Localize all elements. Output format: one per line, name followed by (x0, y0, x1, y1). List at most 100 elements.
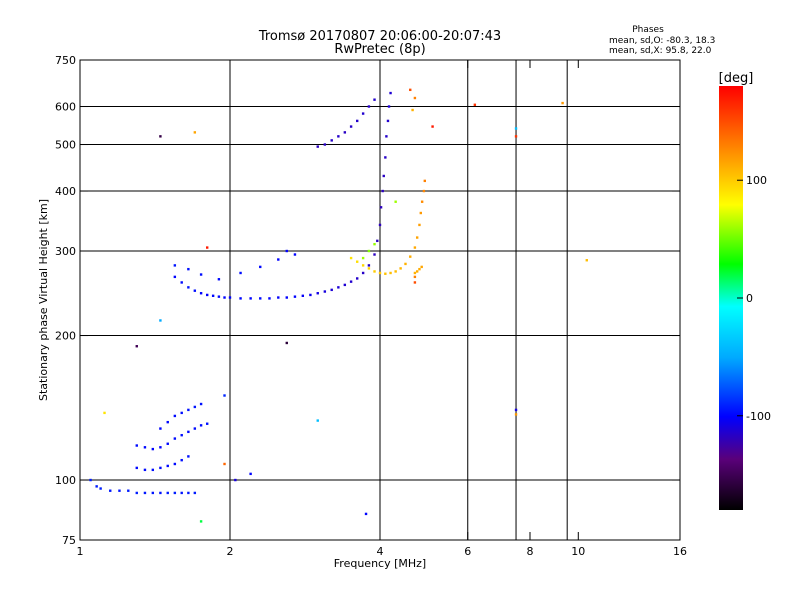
data-point (285, 249, 288, 253)
data-point (585, 259, 588, 262)
data-point (151, 447, 155, 451)
y-tick-label: 75 (62, 534, 76, 547)
x-tick-label: 6 (464, 545, 471, 558)
data-point (187, 408, 190, 412)
data-point (422, 189, 426, 193)
data-point (143, 491, 147, 495)
phases-o-stats: mean, sd,O: -80.3, 18.3 (609, 36, 715, 46)
data-point (180, 411, 183, 415)
data-point (411, 108, 414, 112)
data-point (234, 478, 237, 482)
axis-ticks: 1 2 4 6 8 10 16 75 100 200 300 400 500 600 750 (55, 54, 687, 558)
data-point (379, 206, 383, 209)
data-point (301, 294, 305, 297)
data-point (199, 292, 203, 295)
data-point (193, 405, 197, 409)
data-point (193, 289, 197, 292)
data-point (205, 293, 209, 297)
data-point (159, 466, 162, 470)
colorbar-tick-label: 100 (746, 174, 767, 187)
data-point (187, 430, 190, 434)
data-point (187, 267, 190, 271)
data-point (413, 246, 417, 249)
phases-title: Phases (632, 25, 664, 35)
data-point (259, 297, 262, 300)
data-point (249, 472, 252, 476)
colorbar-ticks: 100 0 -100 (737, 174, 771, 423)
chart-subtitle: RwPretec (8p) (334, 42, 425, 57)
data-point (205, 246, 209, 249)
data-point (95, 485, 98, 488)
data-point (159, 446, 162, 449)
data-point (259, 265, 262, 269)
data-point (180, 458, 183, 462)
data-point (99, 487, 102, 490)
data-point (173, 414, 177, 418)
data-point (316, 292, 319, 295)
data-point (364, 512, 368, 516)
data-point (384, 156, 387, 159)
data-point (418, 223, 421, 227)
data-point (419, 211, 423, 215)
data-point (361, 112, 365, 115)
data-point (389, 91, 392, 95)
data-point (343, 131, 347, 134)
data-point (193, 427, 197, 430)
data-point (343, 283, 347, 287)
colorbar-tick-label: -100 (746, 410, 771, 423)
data-point (378, 271, 382, 275)
data-point (316, 145, 319, 148)
data-point (159, 319, 162, 322)
data-point (349, 125, 353, 128)
data-point (173, 275, 177, 279)
data-point (431, 125, 434, 128)
y-tick-label: 100 (55, 474, 76, 487)
x-tick-label: 16 (673, 545, 687, 558)
data-point (361, 264, 365, 267)
data-point (415, 270, 419, 273)
x-tick-label: 4 (377, 545, 384, 558)
x-axis-label: Frequency [MHz] (334, 557, 426, 570)
data-point (373, 253, 376, 256)
data-point (205, 422, 209, 425)
data-point (166, 464, 169, 468)
x-tick-label: 10 (571, 545, 585, 558)
y-tick-label: 200 (55, 330, 76, 343)
x-tick-label: 8 (527, 545, 534, 558)
data-point (473, 103, 477, 106)
data-point (159, 491, 162, 495)
data-point (404, 262, 407, 266)
data-point (89, 478, 92, 482)
data-point (373, 242, 376, 246)
data-point (151, 491, 155, 495)
data-point (373, 98, 376, 101)
data-point (415, 236, 419, 239)
data-point (378, 223, 382, 227)
data-point (143, 446, 147, 449)
y-tick-label: 500 (55, 139, 76, 152)
data-point (349, 280, 353, 283)
data-point (217, 278, 221, 281)
data-point (413, 271, 417, 275)
data-point (135, 491, 138, 495)
data-point (367, 105, 371, 108)
data-point (239, 271, 242, 275)
data-point (361, 256, 365, 260)
data-point (249, 297, 252, 300)
data-point (323, 143, 327, 146)
data-point (413, 96, 417, 100)
data-point (367, 249, 371, 253)
y-tick-label: 300 (55, 245, 76, 258)
data-point (285, 296, 288, 299)
data-point (514, 408, 518, 412)
data-point (361, 271, 365, 275)
data-point (268, 297, 271, 300)
data-points (89, 88, 588, 523)
data-point (316, 419, 319, 422)
data-point (135, 444, 138, 447)
data-point (420, 200, 424, 203)
data-point (309, 293, 312, 297)
data-point (151, 468, 155, 472)
data-point (109, 489, 112, 492)
